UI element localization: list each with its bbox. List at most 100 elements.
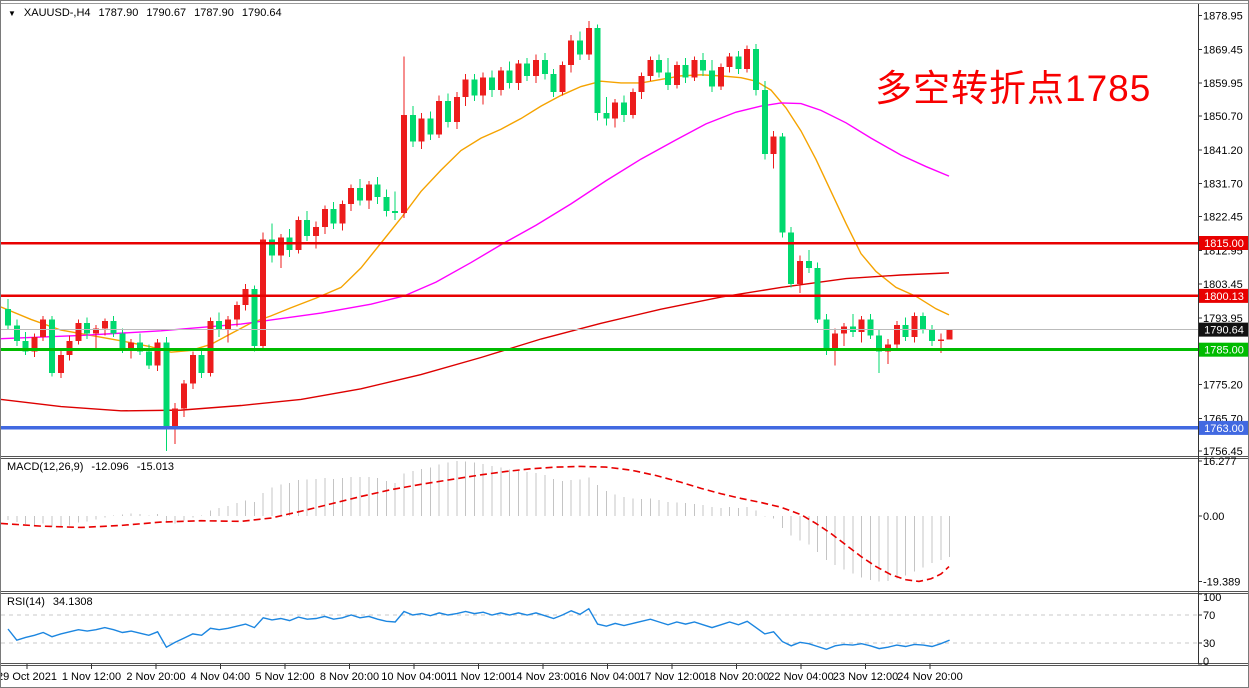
time-tick-label: 4 Nov 04:00 [191,671,250,683]
candle-down [761,90,768,155]
price-badge-label: 1790.64 [1204,325,1244,337]
candle-up [858,319,865,332]
candle-down [251,289,258,347]
candle-down [700,59,707,71]
candle-down [682,65,689,78]
candle-down [269,239,275,256]
candle-up [893,324,900,345]
candle-up [57,355,64,373]
candle-up [321,209,328,227]
candle-down [656,59,663,73]
candle-down [902,324,909,338]
candle-down [119,333,126,350]
price-badge [1199,288,1248,303]
low-value: 1787.90 [194,7,234,19]
price-badge-label: 1763.00 [1204,423,1244,435]
candle-up [295,219,302,251]
time-tick-label: 5 Nov 12:00 [255,671,314,683]
price-badge-label: 1800.13 [1204,291,1244,303]
candle-down [603,113,610,119]
candle-down [304,219,311,236]
candle-up [946,329,953,340]
candle-down [145,351,152,366]
candle-up [462,79,469,98]
candle-up [691,59,698,78]
candle-up [744,49,751,69]
candle-down [392,210,399,213]
price-tick-label: 1793.95 [1203,313,1243,325]
time-tick-label: 16 Nov 04:00 [575,671,640,683]
time-tick-label: 23 Nov 12:00 [833,671,898,683]
high-value: 1790.67 [146,7,187,19]
price-tick-label: 1775.20 [1203,380,1243,392]
time-tick-label: 1 Nov 12:00 [62,671,121,683]
price-badge [1199,322,1248,337]
candle-up [533,59,539,76]
macd-indicator-label: MACD(12,26,9) -12.096 -15.013 [7,461,174,473]
rsi-axis-label: 70 [1203,610,1215,622]
candle-down [779,136,786,233]
candle-up [260,239,267,347]
price-badge-label: 1815.00 [1204,238,1244,250]
candle-up [339,203,346,224]
macd-name: MACD(12,26,9) [7,461,84,473]
candle-up [568,40,575,66]
candle-up [189,355,196,384]
candle-up [31,337,38,352]
candle-up [515,63,522,83]
price-tick-label: 1803.45 [1203,279,1243,291]
candle-up [181,383,187,409]
price-tick-label: 1756.45 [1203,446,1243,458]
candle-up [559,65,566,92]
price-tick-label: 1850.70 [1203,111,1243,123]
chart-ohlc-header: ▼ XAUUSD-,H4 1787.90 1790.67 1787.90 179… [8,7,282,19]
candle-down [445,100,451,123]
candle-up [365,184,372,201]
candle-up [673,65,680,85]
candle-down [577,40,583,55]
candle-down [524,63,531,76]
candle-down [541,59,548,75]
candle-down [506,70,513,83]
candle-up [717,66,724,87]
rsi-pane: 100 70 30 0 [1,592,1221,668]
rsi-indicator-label: RSI(14) 34.1308 [7,596,93,608]
candle-down [5,308,11,326]
candle-up [154,342,161,366]
time-tick-label: 18 Nov 20:00 [704,671,769,683]
candle-up [93,328,99,334]
candle-up [418,118,425,142]
candle-down [471,79,478,96]
time-axis: 29 Oct 2021 1 Nov 12:00 2 Nov 20:00 4 Nov 0… [1,664,963,683]
price-tick-label: 1831.70 [1203,179,1243,191]
candle-down [330,209,337,224]
candle-up [225,319,231,331]
candle-down [929,330,935,341]
macd-main-value: -12.096 [91,461,129,473]
price-tick-label: 1822.45 [1203,212,1243,224]
candle-up [480,77,487,96]
candle-up [436,100,443,135]
price-axis: 1878.95 1869.45 1859.95 1850.70 1841.20 1831.… [1198,11,1248,458]
symbol-dropdown-icon[interactable]: ▼ [8,8,16,18]
macd-axis-label: 0.00 [1203,511,1224,523]
candle-down [594,27,601,114]
candle-up [66,340,73,356]
candle-down [84,323,91,334]
candle-up [101,321,108,329]
candle-down [216,321,223,331]
candle-up [585,27,592,55]
candle-up [348,187,355,204]
candle-up [313,226,319,236]
price-tick-label: 1878.95 [1203,11,1243,23]
candle-up [233,305,240,320]
candle-up [911,315,918,338]
candle-down [709,70,715,87]
candle-up [647,59,654,76]
rsi-name: RSI(14) [7,596,45,608]
candle-down [665,72,671,85]
candle-down [805,260,812,268]
candle-down [867,319,874,336]
candle-up [40,319,47,338]
